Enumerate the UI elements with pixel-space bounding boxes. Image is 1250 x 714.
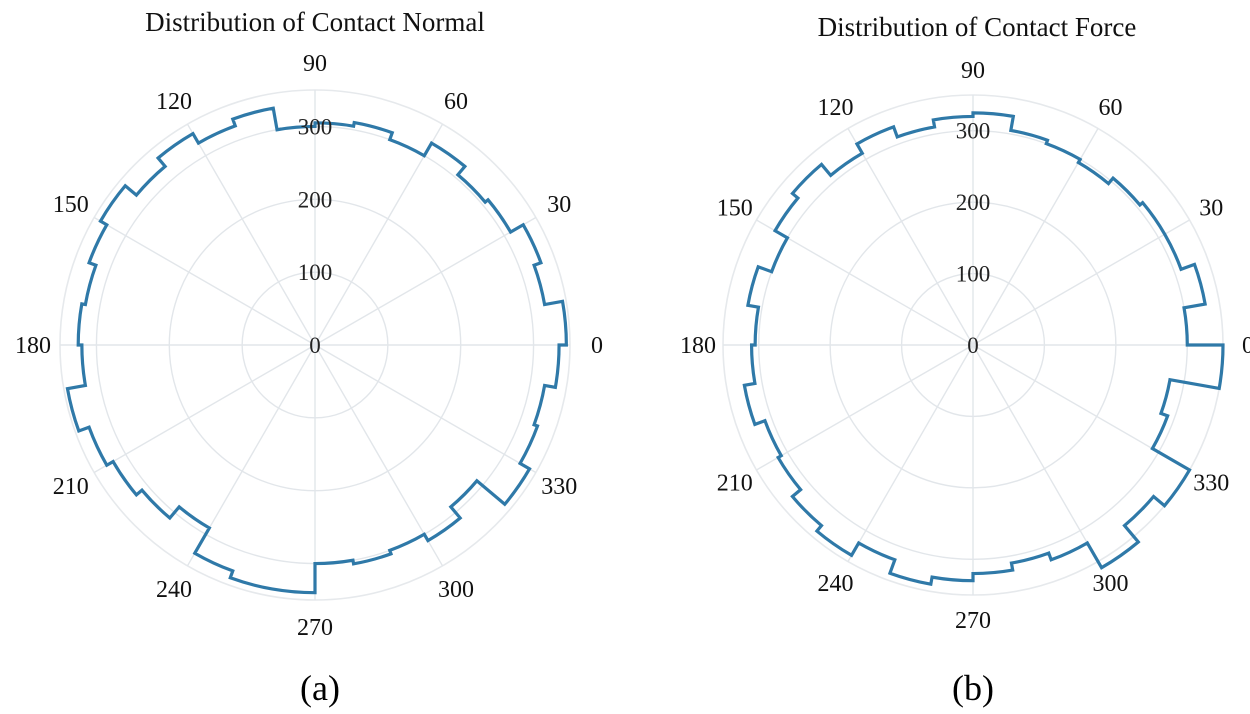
r-tick-label-0: 0	[309, 333, 321, 358]
histogram-outline-a	[65, 106, 568, 595]
angle-tick-label-210: 210	[717, 471, 753, 497]
grid-spoke-300	[972, 344, 1099, 562]
angle-tick-label-210: 210	[53, 474, 89, 500]
grid-spoke-150	[93, 216, 316, 346]
r-tick-label-200: 200	[956, 190, 991, 215]
grid-spoke-210	[756, 344, 974, 471]
grid-spoke-60	[314, 123, 444, 346]
polar-grid-a	[59, 89, 571, 601]
angle-tick-label-30: 30	[547, 192, 571, 218]
chart-title-b: Distribution of Contact Force	[818, 12, 1137, 42]
histogram-outline-b	[742, 111, 1225, 587]
angle-tick-label-90: 90	[961, 58, 985, 84]
angle-tick-label-240: 240	[818, 571, 854, 597]
r-tick-label-300: 300	[956, 119, 991, 144]
angle-tick-label-120: 120	[818, 95, 854, 121]
polar-chart-a: Distribution of Contact Normal (a) 0 100 2…	[15, 7, 603, 708]
angle-tick-label-60: 60	[444, 89, 468, 115]
angle-tick-label-90: 90	[303, 51, 327, 77]
grid-spoke-120	[186, 123, 316, 346]
grid-spoke-210	[93, 344, 316, 474]
grid-spoke-150	[756, 219, 974, 346]
angle-tick-label-0: 0	[591, 333, 603, 359]
r-tick-label-300: 300	[298, 114, 333, 139]
grid-spoke-30	[314, 216, 537, 346]
angle-tick-label-300: 300	[1093, 571, 1129, 597]
angle-tick-label-180: 180	[15, 333, 51, 359]
angle-tick-label-270: 270	[955, 608, 991, 634]
angle-tick-label-300: 300	[438, 577, 474, 603]
angle-tick-label-180: 180	[680, 333, 716, 359]
angle-tick-label-270: 270	[297, 615, 333, 641]
r-tick-label-0: 0	[967, 333, 979, 358]
angle-tick-label-120: 120	[156, 89, 192, 115]
r-tick-label-200: 200	[298, 187, 333, 212]
angle-tick-label-150: 150	[717, 196, 753, 222]
grid-spoke-120	[847, 128, 974, 346]
r-tick-label-100: 100	[956, 262, 991, 287]
caption-a: (a)	[300, 668, 340, 708]
grid-spoke-30	[972, 219, 1190, 346]
grid-spoke-240	[847, 344, 974, 562]
grid-spoke-60	[972, 128, 1099, 346]
chart-title-a: Distribution of Contact Normal	[145, 7, 485, 37]
r-tick-label-100: 100	[298, 260, 333, 285]
caption-b: (b)	[952, 668, 994, 708]
grid-spoke-300	[314, 344, 444, 567]
angle-tick-label-60: 60	[1099, 95, 1123, 121]
angle-tick-label-0: 0	[1242, 333, 1250, 359]
angle-tick-label-240: 240	[156, 577, 192, 603]
angle-tick-label-330: 330	[1193, 471, 1229, 497]
polar-chart-b: Distribution of Contact Force (b) 0 100 20…	[680, 12, 1250, 708]
grid-spoke-330	[314, 344, 537, 474]
angle-tick-label-150: 150	[53, 192, 89, 218]
angle-tick-label-330: 330	[541, 474, 577, 500]
angle-tick-label-30: 30	[1199, 196, 1223, 222]
